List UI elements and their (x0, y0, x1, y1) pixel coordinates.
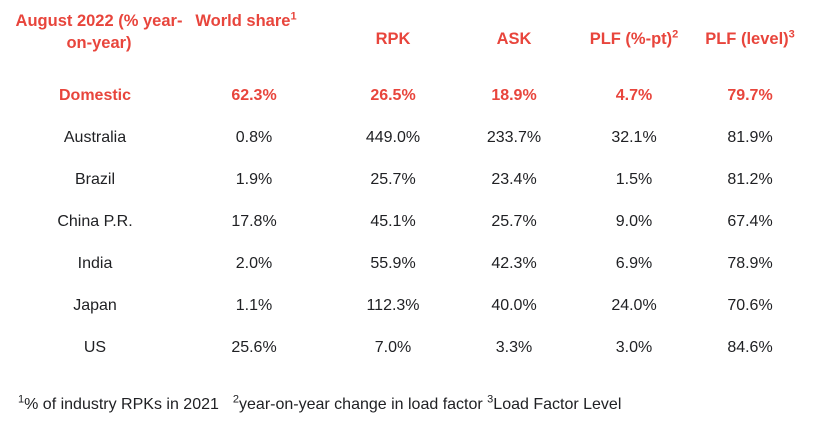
cell-plf-pt: 6.9% (615, 255, 653, 272)
row-label: US (83, 339, 107, 356)
cell-rpk: 55.9% (370, 255, 416, 272)
header-plf-pt: PLF (%-pt)2 (572, 28, 696, 50)
table-row: Australia 0.8% 449.0% 233.7% 32.1% 81.9% (0, 117, 817, 159)
cell-plf-level: 81.2% (727, 171, 773, 188)
cell-plf-pt: 1.5% (615, 171, 653, 188)
cell-plf-level: 79.7% (727, 87, 773, 104)
cell-world-share: 1.9% (235, 171, 273, 188)
header-rpk-text: RPK (375, 30, 411, 48)
table-row: Japan 1.1% 112.3% 40.0% 24.0% 70.6% (0, 285, 817, 327)
cell-world-share: 17.8% (231, 213, 277, 230)
header-world-share-text: World share (195, 12, 291, 30)
header-plf-level-text: PLF (level) (705, 30, 789, 48)
cell-plf-level: 67.4% (727, 213, 773, 230)
footnote-1-sup: 1 (18, 393, 25, 406)
row-label: Australia (63, 129, 127, 146)
cell-world-share: 2.0% (235, 255, 273, 272)
cell-plf-level: 70.6% (727, 297, 773, 314)
row-label: India (77, 255, 113, 272)
cell-ask: 3.3% (495, 339, 533, 356)
header-plf-level: PLF (level)3 (694, 28, 806, 50)
table-row: China P.R. 17.8% 45.1% 25.7% 9.0% 67.4% (0, 201, 817, 243)
cell-rpk: 25.7% (370, 171, 416, 188)
header-ask: ASK (464, 28, 564, 50)
header-ask-text: ASK (496, 30, 532, 48)
footnote-2-text: year-on-year change in load factor (239, 396, 483, 413)
cell-plf-level: 81.9% (727, 129, 773, 146)
table-row-domestic: Domestic 62.3% 26.5% 18.9% 4.7% 79.7% (0, 75, 817, 117)
cell-world-share: 1.1% (235, 297, 273, 314)
cell-ask: 233.7% (486, 129, 542, 146)
header-period: August 2022 (% year-on-year) (14, 10, 184, 54)
cell-plf-pt: 9.0% (615, 213, 653, 230)
header-world-share-sup: 1 (290, 10, 297, 23)
cell-rpk: 112.3% (366, 297, 420, 314)
row-label: China P.R. (57, 213, 133, 230)
table-row: US 25.6% 7.0% 3.3% 3.0% 84.6% (0, 327, 817, 369)
cell-rpk: 449.0% (365, 129, 421, 146)
header-plf-level-sup: 3 (788, 28, 795, 41)
cell-plf-pt: 3.0% (615, 339, 653, 356)
header-period-text: August 2022 (% year-on-year) (15, 12, 183, 52)
table-row: India 2.0% 55.9% 42.3% 6.9% 78.9% (0, 243, 817, 285)
cell-plf-pt: 32.1% (611, 129, 657, 146)
cell-ask: 40.0% (491, 297, 537, 314)
cell-ask: 42.3% (491, 255, 537, 272)
cell-ask: 18.9% (491, 87, 537, 104)
cell-rpk: 7.0% (374, 339, 412, 356)
cell-ask: 25.7% (491, 213, 537, 230)
footnote-3-sup: 3 (487, 393, 494, 406)
cell-world-share: 62.3% (231, 87, 277, 104)
footnotes: 1% of industry RPKs in 2021 2year-on-year… (18, 393, 622, 414)
cell-plf-level: 78.9% (727, 255, 773, 272)
header-rpk: RPK (343, 28, 443, 50)
footnote-1-text: % of industry RPKs in 2021 (24, 396, 219, 413)
cell-rpk: 45.1% (370, 213, 416, 230)
cell-rpk: 26.5% (370, 87, 416, 104)
cell-ask: 23.4% (491, 171, 537, 188)
footnote-3-text: Load Factor Level (493, 396, 622, 413)
cell-world-share: 25.6% (231, 339, 277, 356)
table-header: August 2022 (% year-on-year) World share… (0, 10, 817, 70)
header-world-share: World share1 (186, 10, 306, 32)
cell-plf-pt: 24.0% (611, 297, 657, 314)
row-label: Japan (73, 297, 117, 314)
cell-plf-level: 84.6% (727, 339, 773, 356)
footnote-2-sup: 2 (232, 393, 240, 406)
header-plf-pt-sup: 2 (672, 28, 679, 41)
cell-world-share: 0.8% (235, 129, 273, 146)
table-row: Brazil 1.9% 25.7% 23.4% 1.5% 81.2% (0, 159, 817, 201)
cell-plf-pt: 4.7% (615, 87, 653, 104)
header-plf-pt-text: PLF (%-pt) (589, 30, 673, 48)
row-label: Brazil (74, 171, 115, 188)
row-label: Domestic (58, 87, 132, 104)
